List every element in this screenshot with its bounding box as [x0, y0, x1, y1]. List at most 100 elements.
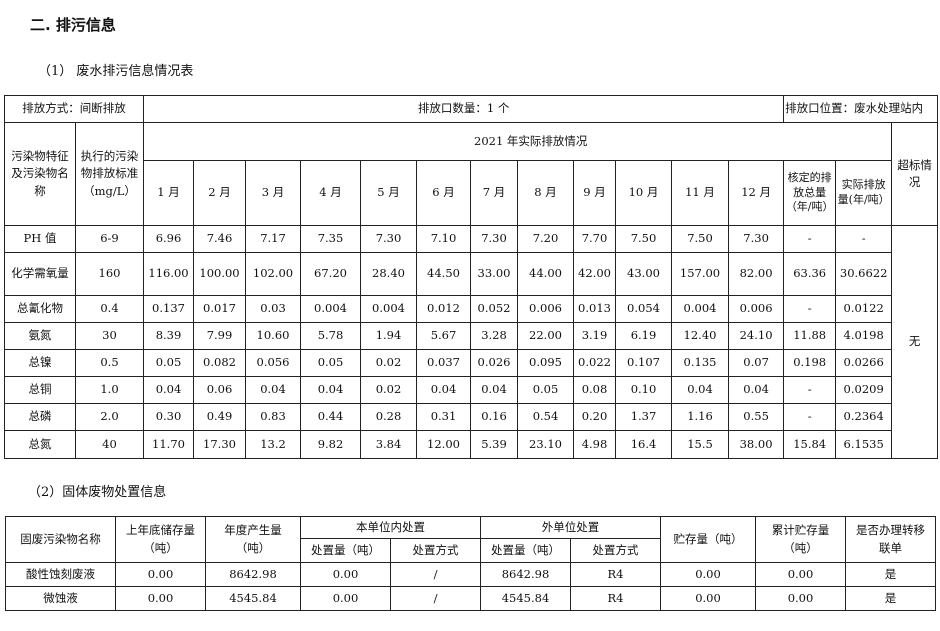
- approved-total: -: [783, 295, 837, 323]
- month-value: 0.54: [517, 403, 574, 431]
- table-row: 氨氮 30 8.39 7.99 10.60 5.78 1.94 5.67 3.28 22.00 3.…: [4, 322, 938, 350]
- pollutant-name: 总氮: [4, 430, 76, 459]
- approved-total: 15.84: [783, 430, 837, 459]
- month-value: 0.44: [300, 403, 361, 431]
- month-value: 0.55: [727, 403, 785, 431]
- outlet-location: 排放口位置：废水处理站内: [783, 95, 939, 123]
- standard-value: 6-9: [75, 225, 144, 253]
- month-value: 7.50: [671, 225, 729, 253]
- month-value: 116.00: [143, 252, 194, 296]
- month-value: 11.70: [143, 430, 194, 459]
- approved-total: -: [783, 225, 837, 253]
- month-header: 3 月: [245, 160, 301, 226]
- month-value: 0.04: [300, 376, 361, 404]
- table-row: 微蚀液 0.00 4545.84 0.00/4545.84 R4 0.00 0.00 是: [5, 586, 936, 611]
- pollutant-name: 氨氮: [4, 322, 76, 350]
- month-value: 7.30: [360, 225, 417, 253]
- month-value: 7.50: [615, 225, 672, 253]
- month-value: 0.04: [245, 376, 301, 404]
- month-value: 0.04: [671, 376, 729, 404]
- pollutant-name: 总氰化物: [4, 295, 76, 323]
- month-value: 0.004: [671, 295, 729, 323]
- month-value: 5.39: [470, 430, 518, 459]
- month-value: 0.07: [727, 349, 785, 377]
- col-annual: 年度产生量 （吨）: [205, 516, 301, 563]
- month-value: 0.052: [470, 295, 518, 323]
- month-value: 0.04: [727, 376, 785, 404]
- month-value: 0.28: [360, 403, 417, 431]
- wastewater-table: 排放方式：间断排放 排放口数量：1 个 排放口位置：废水处理站内 污染物特征及污…: [4, 95, 939, 459]
- month-header: 10 月: [615, 160, 672, 226]
- cell: 0.00: [755, 562, 846, 587]
- month-value: 0.037: [416, 349, 471, 377]
- actual-total: 0.0266: [835, 349, 893, 377]
- month-value: 1.16: [671, 403, 729, 431]
- month-value: 3.19: [573, 322, 616, 350]
- month-value: 7.35: [300, 225, 361, 253]
- month-value: 0.04: [470, 376, 518, 404]
- col-internal-qty: 处置量（吨）: [300, 538, 391, 563]
- month-value: 3.28: [470, 322, 518, 350]
- table-row: 总氮 40 11.70 17.30 13.2 9.82 3.84 12.00 5.39 23.10…: [4, 430, 938, 459]
- cell: 4545.84: [480, 586, 571, 611]
- cell: R4: [570, 586, 661, 611]
- month-value: 0.20: [573, 403, 616, 431]
- month-value: 0.31: [416, 403, 471, 431]
- table-row: 总氰化物 0.4 0.137 0.017 0.03 0.004 0.004 0.012 0.05…: [4, 295, 938, 323]
- col-prev-stock: 上年底储存量 （吨）: [115, 516, 206, 563]
- cell: /: [390, 562, 481, 587]
- pollutant-name: 化学需氧量: [4, 252, 76, 296]
- month-value: 7.20: [517, 225, 574, 253]
- month-value: 7.70: [573, 225, 616, 253]
- month-value: 1.94: [360, 322, 417, 350]
- month-value: 1.37: [615, 403, 672, 431]
- standard-value: 1.0: [75, 376, 144, 404]
- month-value: 23.10: [517, 430, 574, 459]
- month-value: 102.00: [245, 252, 301, 296]
- month-value: 0.135: [671, 349, 729, 377]
- month-value: 0.006: [727, 295, 785, 323]
- actual-total: 4.0198: [835, 322, 893, 350]
- standard-value: 40: [75, 430, 144, 459]
- approved-total: 0.198: [783, 349, 837, 377]
- month-value: 67.20: [300, 252, 361, 296]
- cell: 0.00: [755, 586, 846, 611]
- col-internal-method: 处置方式: [390, 538, 481, 563]
- month-value: 0.022: [573, 349, 616, 377]
- col-external-qty: 处置量（吨）: [480, 538, 571, 563]
- month-value: 12.00: [416, 430, 471, 459]
- cell: 0.00: [115, 586, 206, 611]
- cell: 微蚀液: [5, 586, 116, 611]
- standard-value: 0.4: [75, 295, 144, 323]
- approved-total: 11.88: [783, 322, 837, 350]
- month-value: 7.30: [727, 225, 785, 253]
- month-value: 0.10: [615, 376, 672, 404]
- month-value: 0.004: [300, 295, 361, 323]
- actual-total: 0.0209: [835, 376, 893, 404]
- month-value: 8.39: [143, 322, 194, 350]
- month-value: 3.84: [360, 430, 417, 459]
- approved-total: -: [783, 376, 837, 404]
- table-row: 总铜 1.0 0.04 0.06 0.04 0.04 0.02 0.04 0.04 0.05 0.0…: [4, 376, 938, 404]
- month-header: 12 月: [727, 160, 785, 226]
- month-value: 157.00: [671, 252, 729, 296]
- col-cum-storage: 累计贮存量 （吨）: [755, 516, 846, 563]
- discharge-mode: 排放方式：间断排放: [4, 95, 144, 123]
- month-value: 0.004: [360, 295, 417, 323]
- cell: 0.00: [300, 562, 391, 587]
- month-value: 0.082: [193, 349, 246, 377]
- month-value: 38.00: [727, 430, 785, 459]
- month-value: 5.78: [300, 322, 361, 350]
- pollutant-name: 总铜: [4, 376, 76, 404]
- cell: 0.00: [300, 586, 391, 611]
- actual-total: 30.6622: [835, 252, 893, 296]
- approved-total: -: [783, 403, 837, 431]
- col-external: 外单位处置: [480, 516, 661, 539]
- month-value: 0.03: [245, 295, 301, 323]
- month-value: 0.013: [573, 295, 616, 323]
- month-value: 0.04: [143, 376, 194, 404]
- col-transfer: 是否办理转移 联单: [845, 516, 936, 563]
- col-external-method: 处置方式: [570, 538, 661, 563]
- month-value: 82.00: [727, 252, 785, 296]
- wastewater-title: （1） 废水排污信息情况表: [38, 64, 194, 79]
